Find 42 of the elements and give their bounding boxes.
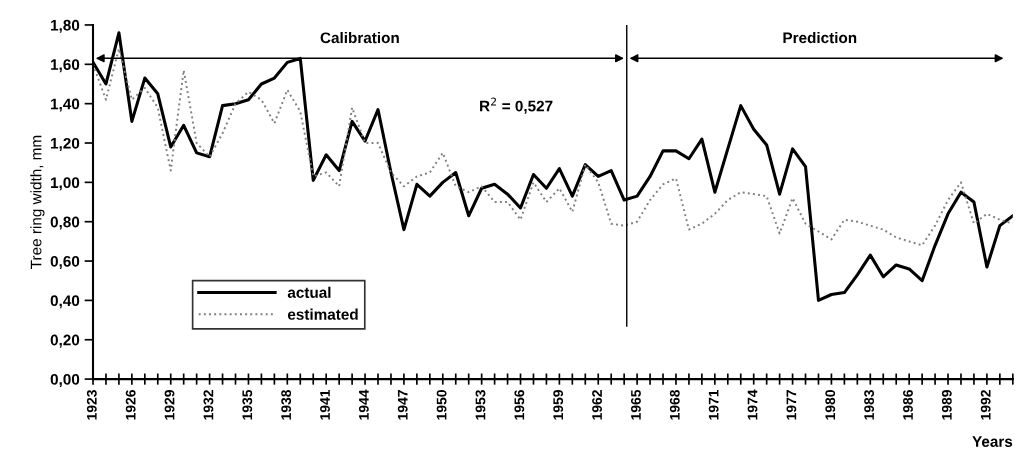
y-tick-label: 1,00 <box>51 177 80 191</box>
x-tick-label: 1968 <box>669 389 680 420</box>
x-tick-label: 1959 <box>553 390 564 420</box>
x-tick-label: 1971 <box>708 389 719 420</box>
x-tick-label: 1953 <box>475 390 486 420</box>
y-tick-label: 0,80 <box>50 216 80 230</box>
x-tick-label: 1947 <box>397 390 408 420</box>
x-tick-label: 1989 <box>941 390 952 420</box>
x-tick-label: 1941 <box>320 389 330 420</box>
x-tick-label: 1956 <box>514 390 525 420</box>
x-tick-label: 1929 <box>164 390 175 420</box>
x-tick-label: 1974 <box>747 389 758 420</box>
annotation: R$^{2}$ = 0,527 <box>480 97 553 114</box>
y-tick-label: 0,00 <box>50 373 80 387</box>
legend-label: estimated <box>287 308 358 320</box>
x-tick-label: 1923 <box>86 390 97 420</box>
y-tick-label: 0,40 <box>50 295 80 309</box>
x-tick-label: 1944 <box>358 389 369 420</box>
y-tick-label: 0,20 <box>50 334 80 348</box>
line-series <box>93 47 1013 247</box>
annotation: Calibration <box>320 31 399 44</box>
y-tick-label: 1,20 <box>51 137 80 151</box>
y-tick-label: 1,80 <box>51 19 80 33</box>
x-tick-label: 1926 <box>125 390 136 420</box>
legend-label: actual <box>287 286 331 298</box>
x-tick-label: 1965 <box>631 389 641 420</box>
y-tick-label: 0,60 <box>50 255 80 269</box>
x-tick-label: 1962 <box>592 390 602 420</box>
x-tick-label: 1950 <box>436 390 447 420</box>
x-tick-label: 1935 <box>242 389 253 420</box>
y-tick-label: 1,40 <box>51 98 80 112</box>
x-axis-title: Years <box>972 436 1013 447</box>
x-tick-label: 1932 <box>203 390 214 420</box>
x-tick-label: 1938 <box>281 389 292 420</box>
x-tick-label: 1980 <box>825 390 836 420</box>
annotation: Prediction <box>783 31 857 44</box>
y-tick-label: 1,60 <box>51 59 80 73</box>
x-tick-label: 1983 <box>864 390 875 420</box>
x-tick-label: 1986 <box>903 390 913 420</box>
x-tick-label: 1977 <box>786 390 797 420</box>
y-axis-title: Tree ring width, mm <box>30 135 45 269</box>
x-tick-label: 1992 <box>980 390 991 420</box>
